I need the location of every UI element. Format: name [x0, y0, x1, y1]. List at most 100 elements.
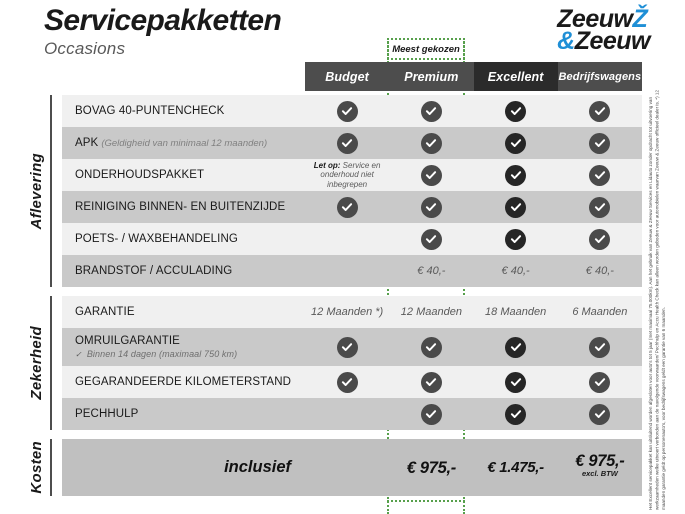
- price-value: € 975,-: [575, 452, 625, 470]
- cell-bedrijfswagens: 6 Maanden: [558, 296, 642, 328]
- logo-text-zeeuw-bottom: Zeeuw: [574, 27, 651, 55]
- column-header-excellent[interactable]: Excellent: [473, 62, 558, 91]
- row-label-note: (Geldigheid van minimaal 12 maanden): [101, 138, 268, 149]
- kosten-inclusief-label: inclusief: [224, 458, 291, 476]
- section-divider: [50, 439, 52, 496]
- cell-bedrijfswagens: € 40,-: [558, 255, 642, 287]
- cell-premium: [389, 127, 473, 159]
- check-icon: [589, 228, 611, 250]
- legal-fineprint: Het Excellent servicepakket kan uitsluit…: [648, 80, 682, 510]
- letop-bold: Let op:: [313, 160, 341, 170]
- section-kosten: inclusief € 975,- € 1.475,- € 975,- excl. BT…: [62, 439, 642, 496]
- check-icon: [336, 100, 358, 122]
- page-title: Servicepakketten: [44, 4, 282, 37]
- cell-value: € 40,-: [585, 265, 614, 277]
- cell-premium: [389, 398, 473, 430]
- table-row: BOVAG 40-PUNTENCHECK: [62, 95, 642, 127]
- row-label-text: ONDERHOUDSPAKKET: [75, 169, 205, 181]
- check-icon: [336, 196, 358, 218]
- row-cells: [305, 223, 642, 255]
- cell-value: 18 Maanden: [485, 306, 547, 318]
- letop-text: Service en onderhoud niet inbegrepen: [320, 160, 381, 189]
- row-label-text: APK: [75, 137, 99, 149]
- premium-guide-bottom: [387, 500, 465, 502]
- small-check-icon: ✓: [75, 349, 82, 359]
- logo-swoosh-icon: Ž: [632, 5, 648, 33]
- check-icon: [505, 196, 527, 218]
- section-label-text: Aflevering: [28, 152, 45, 230]
- cell-budget: [305, 191, 389, 223]
- most-chosen-badge: Meest gekozen: [387, 38, 465, 60]
- row-cells: [305, 127, 642, 159]
- cell-budget: [305, 398, 389, 430]
- check-icon: [420, 403, 442, 425]
- check-icon: [420, 196, 442, 218]
- row-label: OMRUILGARANTIE ✓ Binnen 14 dagen (maximaal…: [62, 335, 305, 359]
- cell-bedrijfswagens: [558, 223, 642, 255]
- check-icon: [589, 164, 611, 186]
- check-icon: [336, 336, 358, 358]
- section-divider: [50, 296, 52, 430]
- row-label: BOVAG 40-PUNTENCHECK: [62, 105, 305, 117]
- row-label: APK (Geldigheid van minimaal 12 maanden): [62, 137, 305, 149]
- row-label-text: GARANTIE: [75, 306, 135, 318]
- check-icon: [420, 336, 442, 358]
- row-sub-note: ✓ Binnen 14 dagen (maximaal 750 km): [75, 349, 305, 359]
- cell-value: € 40,-: [417, 265, 446, 277]
- cell-premium: [389, 328, 473, 366]
- row-label: POETS- / WAXBEHANDELING: [62, 233, 305, 245]
- row-label: ONDERHOUDSPAKKET: [62, 169, 305, 181]
- cell-bedrijfswagens: [558, 95, 642, 127]
- section-label-aflevering: Aflevering: [28, 95, 52, 287]
- table-row: POETS- / WAXBEHANDELING: [62, 223, 642, 255]
- check-icon: [505, 132, 527, 154]
- cell-premium: [389, 223, 473, 255]
- cell-budget: [305, 223, 389, 255]
- row-cells: [305, 191, 642, 223]
- row-label: REINIGING BINNEN- EN BUITENZIJDE: [62, 201, 305, 213]
- row-cells: € 40,- € 40,- € 40,-: [305, 255, 642, 287]
- section-label-zekerheid: Zekerheid: [28, 296, 52, 430]
- column-header-premium[interactable]: Premium: [389, 62, 474, 91]
- table-row: GEGARANDEERDE KILOMETERSTAND: [62, 366, 642, 398]
- cell-bedrijfswagens: [558, 328, 642, 366]
- logo-line-two: &Zeeuw: [557, 27, 651, 55]
- check-icon: [505, 403, 527, 425]
- check-icon: [505, 336, 527, 358]
- cell-budget: [305, 328, 389, 366]
- check-icon: [589, 336, 611, 358]
- price-block: € 975,-: [407, 459, 457, 476]
- check-icon: [420, 100, 442, 122]
- cell-bedrijfswagens: [558, 127, 642, 159]
- cell-value: 12 Maanden: [400, 306, 462, 318]
- cell-bedrijfswagens: [558, 159, 642, 191]
- service-packages-table: BOVAG 40-PUNTENCHECK APK (Geldigheid van m…: [62, 95, 642, 496]
- column-header-budget[interactable]: Budget: [305, 62, 390, 91]
- row-sub-text: Binnen 14 dagen (maximaal 750 km): [86, 349, 238, 359]
- check-icon: [505, 228, 527, 250]
- row-label-text: GEGARANDEERDE KILOMETERSTAND: [75, 376, 292, 388]
- cell-bedrijfswagens: [558, 366, 642, 398]
- cell-bedrijfswagens: [558, 191, 642, 223]
- price-block: € 975,- excl. BTW: [575, 452, 625, 480]
- check-icon: [589, 371, 611, 393]
- cell-premium: [389, 366, 473, 398]
- price-note: excl. BTW: [581, 469, 618, 478]
- cell-excellent: [474, 328, 558, 366]
- check-icon: [336, 132, 358, 154]
- row-label-text: OMRUILGARANTIE: [75, 335, 180, 347]
- cell-premium: [389, 159, 473, 191]
- cell-value: € 40,-: [501, 265, 530, 277]
- cell-premium: [389, 191, 473, 223]
- row-label: GEGARANDEERDE KILOMETERSTAND: [62, 376, 305, 388]
- cell-bedrijfswagens: [558, 398, 642, 430]
- cell-excellent: [474, 191, 558, 223]
- row-cells: Let op: Service en onderhoud niet inbegr…: [305, 159, 642, 191]
- table-row: REINIGING BINNEN- EN BUITENZIJDE: [62, 191, 642, 223]
- row-label: PECHHULP: [62, 408, 305, 420]
- price-block: € 1.475,-: [487, 460, 544, 475]
- row-cells: [305, 328, 642, 366]
- cell-excellent: € 40,-: [474, 255, 558, 287]
- check-icon: [589, 196, 611, 218]
- column-header-bedrijfswagens[interactable]: Bedrijfswagens: [557, 62, 642, 91]
